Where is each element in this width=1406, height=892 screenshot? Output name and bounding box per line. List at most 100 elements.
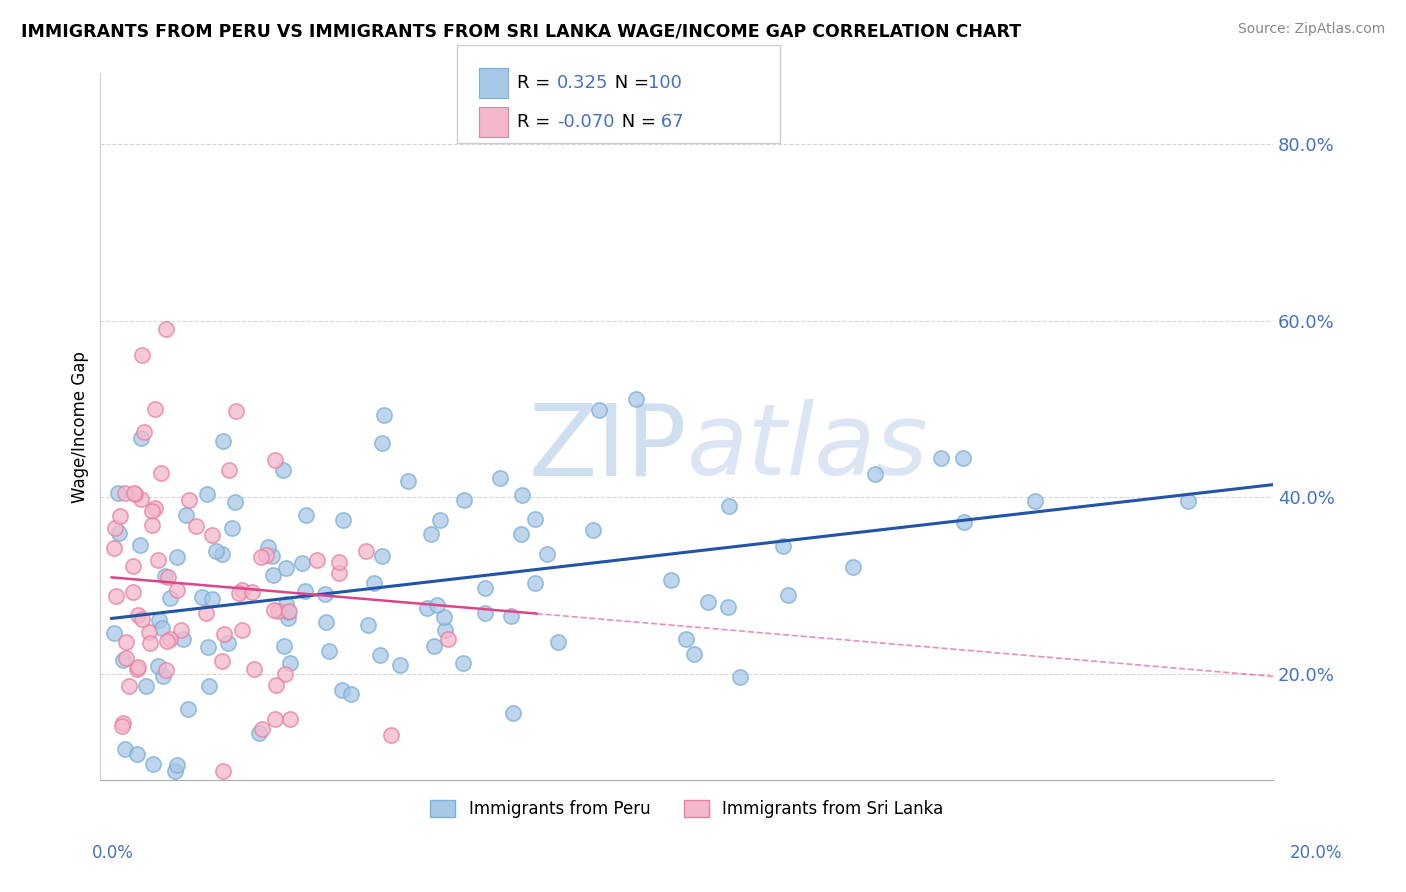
Point [274, 560, 297, 574]
Point [380, 728, 402, 742]
Point [247, 726, 270, 740]
Point [115, 650, 138, 665]
Point [357, 617, 380, 632]
Point [197, 640, 219, 655]
Point [127, 662, 149, 676]
Point [211, 548, 233, 562]
Point [271, 463, 294, 477]
Point [315, 615, 337, 630]
Point [114, 635, 136, 649]
Point [166, 758, 188, 772]
Point [197, 679, 219, 693]
Point [274, 597, 297, 611]
Point [772, 540, 794, 554]
Point [177, 701, 200, 715]
Point [156, 633, 179, 648]
Point [163, 764, 186, 779]
Point [224, 495, 246, 509]
Point [107, 525, 129, 540]
Point [716, 599, 738, 614]
Point [114, 741, 136, 756]
Point [127, 747, 149, 761]
Point [420, 527, 443, 541]
Point [536, 547, 558, 561]
Point [129, 431, 152, 445]
Point [262, 549, 284, 564]
Point [195, 607, 218, 621]
Point [675, 632, 697, 647]
Point [231, 583, 253, 598]
Point [451, 656, 474, 670]
Text: 0.0%: 0.0% [91, 844, 134, 862]
Point [157, 570, 180, 584]
Text: ZIP: ZIP [529, 400, 686, 496]
Point [153, 569, 176, 583]
Point [433, 610, 456, 624]
Point [524, 512, 547, 526]
Point [683, 647, 706, 661]
Point [225, 404, 247, 418]
Point [263, 712, 285, 726]
Point [143, 402, 166, 417]
Point [212, 764, 235, 779]
Point [502, 706, 524, 720]
Point [243, 662, 266, 676]
Point [111, 719, 134, 733]
Point [159, 591, 181, 605]
Point [340, 687, 363, 701]
Point [373, 408, 395, 422]
Point [659, 573, 682, 587]
Point [371, 436, 394, 450]
Text: N =: N = [609, 74, 655, 92]
Point [264, 678, 287, 692]
Point [211, 654, 233, 668]
Point [108, 508, 131, 523]
Point [499, 608, 522, 623]
Text: Source: ZipAtlas.com: Source: ZipAtlas.com [1237, 22, 1385, 37]
Point [127, 607, 149, 622]
Point [141, 504, 163, 518]
Point [149, 466, 172, 480]
Point [295, 508, 318, 522]
Text: atlas: atlas [686, 400, 928, 496]
Point [103, 626, 125, 640]
Point [294, 584, 316, 599]
Point [254, 548, 277, 562]
Point [396, 474, 419, 488]
Point [166, 583, 188, 598]
Point [280, 657, 302, 671]
Point [104, 521, 127, 535]
Point [138, 625, 160, 640]
Text: IMMIGRANTS FROM PERU VS IMMIGRANTS FROM SRI LANKA WAGE/INCOME GAP CORRELATION CH: IMMIGRANTS FROM PERU VS IMMIGRANTS FROM … [21, 22, 1021, 40]
Point [228, 586, 250, 600]
Point [174, 508, 197, 522]
Point [135, 679, 157, 693]
Point [368, 648, 391, 662]
Point [582, 523, 605, 537]
Point [354, 544, 377, 558]
Point [274, 666, 297, 681]
Point [370, 549, 392, 563]
Point [263, 602, 285, 616]
Point [697, 594, 720, 608]
Point [266, 604, 288, 618]
Point [131, 347, 153, 361]
Point [111, 652, 134, 666]
Point [778, 588, 800, 602]
Point [170, 624, 193, 638]
Point [124, 487, 146, 501]
Point [730, 670, 752, 684]
Point [332, 513, 354, 527]
Legend: Immigrants from Peru, Immigrants from Sri Lanka: Immigrants from Peru, Immigrants from Sr… [423, 794, 950, 825]
Point [262, 568, 284, 582]
Point [474, 607, 496, 621]
Point [231, 623, 253, 637]
Point [138, 636, 160, 650]
Point [434, 623, 457, 637]
Point [172, 632, 194, 646]
Text: 20.0%: 20.0% [1291, 844, 1343, 862]
Point [863, 467, 886, 481]
Point [314, 587, 336, 601]
Point [148, 659, 170, 673]
Point [148, 613, 170, 627]
